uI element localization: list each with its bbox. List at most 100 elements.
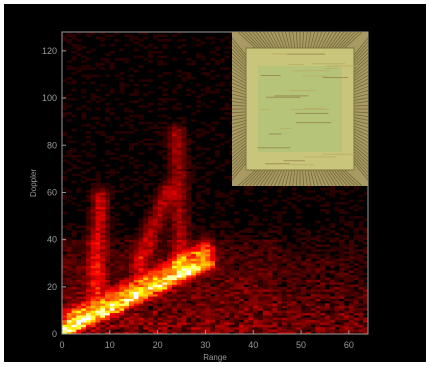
heatmap-cell (248, 324, 254, 328)
heatmap-cell (215, 190, 221, 193)
heatmap-cell (329, 192, 335, 196)
heatmap-cell (281, 272, 288, 276)
heatmap-cell (128, 239, 135, 243)
chip-lead (231, 45, 247, 61)
chip-lead (336, 169, 352, 187)
heatmap-cell (81, 65, 87, 68)
heatmap-cell (71, 272, 77, 276)
heatmap-cell (205, 296, 211, 299)
heatmap-cell (62, 237, 68, 240)
heatmap-cell (191, 60, 197, 63)
heatmap-cell (348, 246, 354, 250)
heatmap-cell (320, 244, 326, 247)
heatmap-cell (85, 275, 91, 278)
heatmap-cell (66, 225, 72, 229)
heatmap-cell (219, 220, 225, 224)
heatmap-cell (200, 57, 206, 61)
chip-lead (325, 31, 337, 49)
heatmap-cell (143, 142, 149, 146)
heatmap-cell (286, 296, 292, 299)
heatmap-cell (315, 234, 321, 238)
heatmap-cell (124, 291, 130, 295)
heatmap-cell (310, 303, 316, 306)
heatmap-cell (224, 277, 230, 281)
heatmap-cell (186, 204, 192, 207)
heatmap-cell (258, 319, 264, 323)
heatmap-cell (267, 317, 273, 321)
heatmap-cell (162, 237, 168, 240)
heatmap-cell (85, 270, 91, 273)
heatmap-cell (277, 322, 283, 325)
heatmap-cell (305, 305, 311, 309)
heatmap-cell (210, 216, 216, 219)
heatmap-cell (344, 246, 350, 250)
heatmap-cell (210, 279, 216, 283)
heatmap-cell (167, 225, 173, 229)
heatmap-cell (363, 284, 368, 288)
heatmap-cell (234, 279, 240, 283)
heatmap-cell (305, 256, 311, 259)
heatmap-cell (76, 166, 82, 170)
heatmap-cell (133, 308, 139, 311)
heatmap-cell (100, 211, 106, 214)
heatmap-cell (281, 322, 288, 325)
heatmap-cell (286, 312, 292, 316)
heatmap-cell (95, 183, 101, 186)
heatmap-cell (305, 303, 311, 306)
heatmap-cell (171, 324, 178, 328)
heatmap-cell (262, 258, 268, 262)
heatmap-cell (124, 305, 130, 309)
heatmap-cell (62, 300, 68, 304)
heatmap-cell (176, 152, 182, 155)
heatmap-cell (171, 88, 178, 92)
heatmap-cell (81, 310, 87, 314)
heatmap-cell (215, 282, 221, 285)
heatmap-cell (119, 270, 125, 273)
heatmap-cell (200, 185, 206, 189)
heatmap-cell (176, 329, 182, 332)
heatmap-cell (181, 128, 187, 132)
heatmap-cell (167, 154, 173, 158)
heatmap-cell (262, 305, 268, 309)
chip-lead (304, 169, 308, 187)
heatmap-cell (81, 251, 87, 255)
heatmap-cell (100, 277, 106, 281)
heatmap-cell (353, 253, 359, 257)
heatmap-cell (109, 185, 115, 189)
heatmap-cell (114, 305, 120, 309)
heatmap-cell (62, 296, 68, 299)
heatmap-cell (191, 251, 197, 255)
heatmap-cell (181, 187, 187, 191)
heatmap-cell (90, 223, 96, 226)
heatmap-cell (66, 135, 72, 139)
heatmap-cell (229, 263, 235, 266)
heatmap-cell (76, 329, 82, 332)
heatmap-cell (243, 326, 249, 330)
heatmap-cell (229, 275, 235, 278)
heatmap-cell (305, 253, 311, 257)
heatmap-cell (238, 275, 244, 278)
heatmap-cell (90, 282, 96, 285)
heatmap-cell (119, 296, 125, 299)
heatmap-cell (205, 263, 211, 266)
heatmap-cell (167, 39, 173, 42)
chip-lead (353, 89, 369, 96)
heatmap-cell (138, 241, 144, 245)
heatmap-cell (157, 317, 163, 321)
heatmap-cell (219, 260, 225, 264)
heatmap-cell (296, 256, 302, 259)
heatmap-cell (105, 286, 111, 290)
heatmap-cell (310, 315, 316, 318)
heatmap-cell (238, 270, 244, 273)
heatmap-cell (305, 300, 311, 304)
heatmap-cell (329, 225, 335, 229)
heatmap-cell (109, 275, 115, 278)
heatmap-cell (191, 239, 197, 243)
heatmap-cell (210, 300, 216, 304)
heatmap-cell (324, 293, 331, 297)
heatmap-cell (114, 279, 120, 283)
heatmap-cell (133, 293, 139, 297)
heatmap-cell (191, 180, 197, 184)
heatmap-cell (109, 272, 115, 276)
heatmap-cell (191, 291, 197, 295)
